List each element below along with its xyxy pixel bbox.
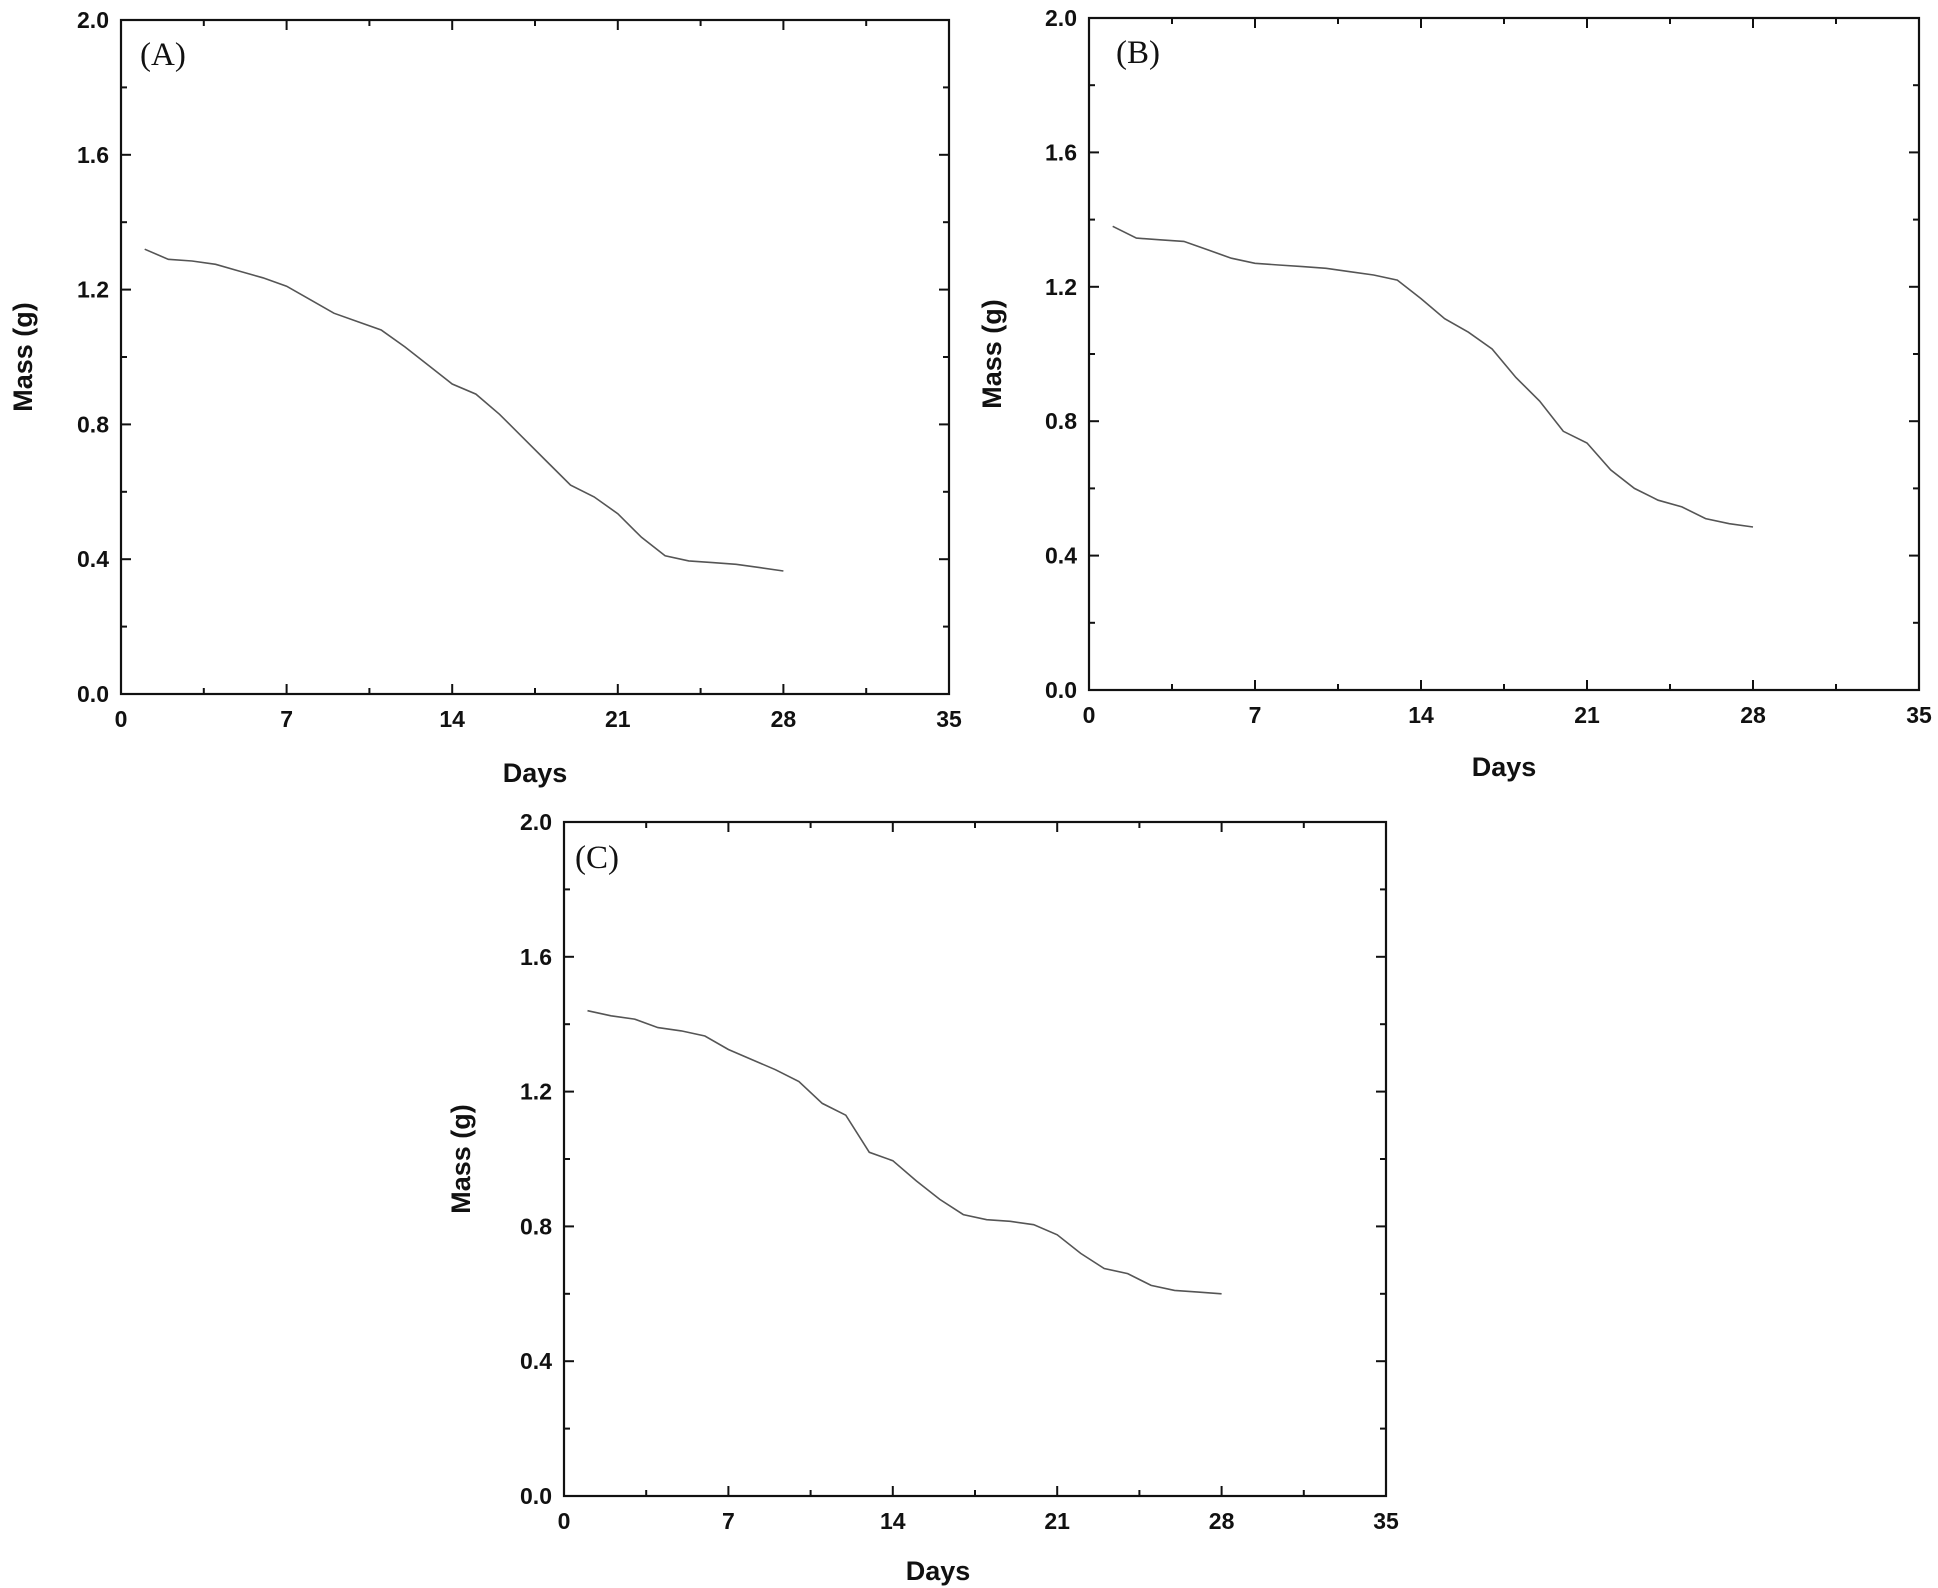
plot-frame	[1087, 16, 1921, 692]
y-tick-label: 2.0	[520, 809, 552, 835]
tick-labels: 0 7 14 21 28 35 0.0 0.4 0.8 1.2 1.6 2.0	[1045, 5, 1932, 728]
x-tick-label: 7	[1249, 702, 1262, 728]
x-tick-label: 0	[115, 706, 128, 732]
series-line	[1112, 225, 1754, 528]
x-tick-label: 21	[1044, 1508, 1070, 1534]
y-tick-label: 1.6	[77, 142, 109, 168]
y-tick-label: 0.8	[77, 411, 109, 437]
x-tick-label: 14	[439, 706, 465, 732]
x-tick-label: 14	[1408, 702, 1434, 728]
y-tick-label: 1.6	[1045, 139, 1077, 165]
chart-panel-a: (A) 0 7 14 21 28 35 0.0 0.4 0.8 1.2 1.6 2.0 Days Ma…	[8, 7, 962, 788]
x-tick-label: 7	[280, 706, 293, 732]
panel-label: (A)	[140, 37, 186, 73]
y-tick-label: 0.4	[1045, 543, 1077, 569]
y-axis-title: Mass (g)	[8, 302, 38, 412]
panel-label: (B)	[1116, 35, 1160, 71]
y-tick-label: 0.4	[520, 1348, 552, 1374]
x-axis-title: Days	[503, 758, 568, 788]
y-axis-title: Mass (g)	[977, 299, 1007, 409]
y-tick-label: 2.0	[77, 7, 109, 33]
x-tick-label: 28	[771, 706, 797, 732]
y-tick-label: 1.2	[1045, 274, 1077, 300]
y-tick-label: 0.8	[1045, 408, 1077, 434]
y-tick-label: 0.4	[77, 546, 109, 572]
tick-labels: 0 7 14 21 28 35 0.0 0.4 0.8 1.2 1.6 2.0	[520, 809, 1399, 1534]
y-tick-label: 0.0	[520, 1483, 552, 1509]
chart-panel-b: (B) 0 7 14 21 28 35 0.0 0.4 0.8 1.2 1.6 2.0 Days Ma…	[977, 5, 1932, 782]
x-tick-label: 35	[1906, 702, 1932, 728]
x-tick-label: 21	[605, 706, 631, 732]
y-axis-title: Mass (g)	[446, 1104, 476, 1214]
panel-label: (C)	[575, 840, 619, 876]
x-tick-label: 28	[1740, 702, 1766, 728]
chart-panel-c: (C) 0 7 14 21 28 35 0.0 0.4 0.8 1.2 1.6 2.0 Days Ma…	[446, 809, 1399, 1586]
x-axis-title: Days	[906, 1556, 971, 1586]
y-tick-label: 0.0	[1045, 677, 1077, 703]
x-tick-label: 35	[1373, 1508, 1399, 1534]
y-tick-label: 0.8	[520, 1213, 552, 1239]
plot-frame	[119, 18, 951, 696]
series-line	[587, 1009, 1222, 1295]
y-tick-label: 1.2	[520, 1079, 552, 1105]
tick-marks	[120, 19, 950, 695]
y-tick-label: 1.6	[520, 944, 552, 970]
x-tick-label: 0	[1083, 702, 1096, 728]
y-tick-label: 2.0	[1045, 5, 1077, 31]
x-tick-label: 7	[722, 1508, 735, 1534]
x-tick-label: 35	[936, 706, 962, 732]
x-tick-label: 21	[1574, 702, 1600, 728]
x-axis-title: Days	[1472, 752, 1537, 782]
x-tick-label: 0	[558, 1508, 571, 1534]
plot-frame	[562, 820, 1388, 1498]
x-tick-label: 28	[1209, 1508, 1235, 1534]
tick-marks	[1088, 17, 1920, 691]
x-tick-label: 14	[880, 1508, 906, 1534]
tick-marks	[563, 821, 1387, 1497]
tick-labels: 0 7 14 21 28 35 0.0 0.4 0.8 1.2 1.6 2.0	[77, 7, 962, 732]
y-tick-label: 1.2	[77, 277, 109, 303]
y-tick-label: 0.0	[77, 681, 109, 707]
series-line	[144, 248, 784, 572]
